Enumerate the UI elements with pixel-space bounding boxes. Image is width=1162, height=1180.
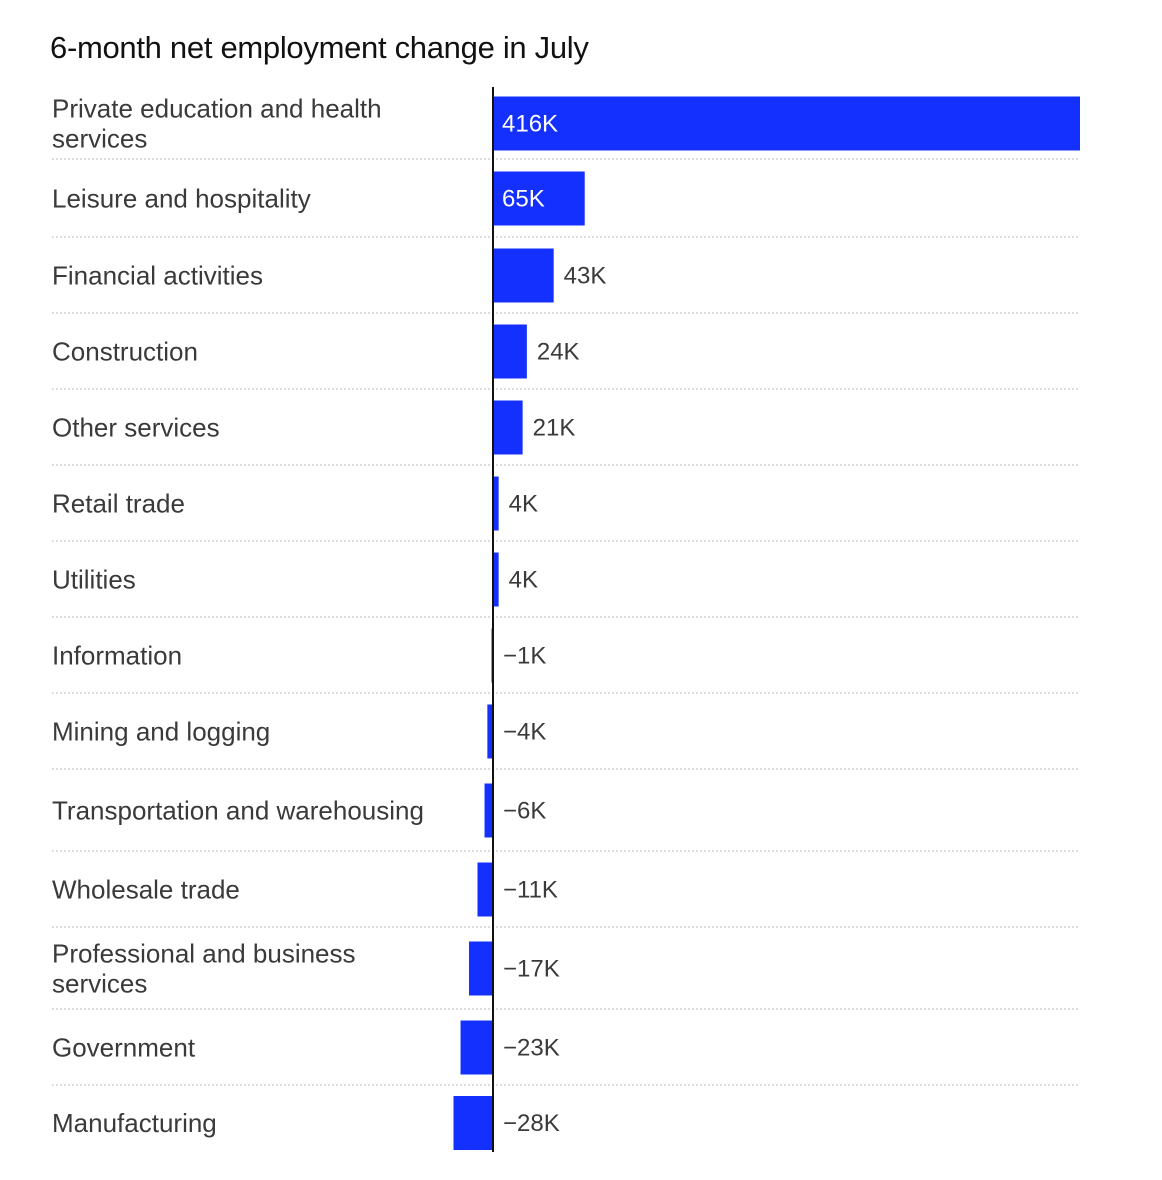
- bar: [453, 1096, 493, 1150]
- chart-title: 6-month net employment change in July: [50, 30, 589, 65]
- category-label: Information: [52, 641, 182, 671]
- category-label: Professional and business services: [52, 939, 356, 999]
- bar: [460, 1020, 493, 1075]
- bar: [493, 96, 1080, 151]
- category-labels: Private education and health services Leis…: [52, 94, 424, 1139]
- category-label: Leisure and hospitality: [52, 184, 311, 214]
- category-label: Other services: [52, 413, 220, 443]
- value-label: 65K: [502, 186, 545, 213]
- category-label: Manufacturing: [52, 1108, 217, 1138]
- value-label: −28K: [503, 1110, 560, 1137]
- bars: [453, 96, 1080, 1150]
- category-label: Government: [52, 1033, 196, 1063]
- value-label: 4K: [509, 567, 538, 594]
- bar: [484, 783, 493, 838]
- value-label: 24K: [537, 339, 580, 366]
- value-label: 21K: [533, 415, 576, 442]
- bar: [493, 171, 585, 226]
- bar: [469, 941, 493, 996]
- category-label: Retail trade: [52, 489, 185, 519]
- value-label: 43K: [564, 263, 607, 290]
- value-label: −11K: [503, 877, 558, 904]
- category-label: Financial activities: [52, 261, 263, 291]
- value-labels: 416K 65K 43K 24K 21K 4K 4K −1K −4K −6K −11K −17K −23…: [502, 111, 606, 1138]
- bar: [493, 476, 499, 531]
- value-label: −23K: [503, 1035, 560, 1062]
- category-label: Transportation and warehousing: [52, 796, 424, 826]
- category-label: Utilities: [52, 565, 136, 595]
- category-label: Mining and logging: [52, 717, 270, 747]
- value-label: −17K: [503, 956, 560, 983]
- category-label: Private education and health services: [52, 94, 382, 154]
- value-label: −1K: [503, 643, 546, 670]
- bar: [493, 552, 499, 607]
- value-label: 4K: [509, 491, 538, 518]
- value-label: 416K: [502, 111, 558, 138]
- bar: [487, 704, 493, 759]
- value-label: −6K: [503, 798, 546, 825]
- bar: [493, 324, 527, 379]
- bar: [477, 862, 493, 917]
- bar: [493, 248, 554, 303]
- bar: [493, 400, 523, 455]
- category-label: Wholesale trade: [52, 875, 240, 905]
- category-label: Construction: [52, 337, 198, 367]
- value-label: −4K: [503, 719, 546, 746]
- row-separators: [52, 158, 1080, 1086]
